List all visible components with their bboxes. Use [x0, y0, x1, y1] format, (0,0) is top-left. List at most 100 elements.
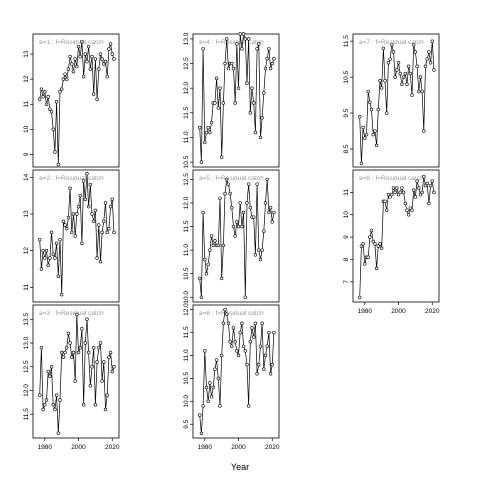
data-point	[105, 74, 109, 79]
data-point	[408, 206, 413, 210]
data-point	[248, 206, 253, 210]
data-point	[235, 220, 239, 224]
data-point	[93, 403, 98, 407]
data-point	[81, 179, 86, 183]
x-tick-label: 2020	[425, 308, 440, 315]
data-point	[218, 196, 222, 200]
y-tick-label: 11.5	[183, 220, 190, 233]
data-point	[97, 67, 101, 71]
y-tick-label: 11.0	[183, 349, 190, 362]
data-point	[255, 372, 259, 376]
data-point	[112, 365, 116, 369]
data-point	[76, 44, 81, 49]
data-point	[403, 201, 407, 206]
data-point	[422, 175, 426, 179]
data-point	[102, 62, 106, 66]
data-point	[68, 341, 72, 345]
data-point	[38, 393, 42, 397]
data-point	[410, 93, 414, 97]
series-line	[39, 314, 115, 434]
y-tick-label: 14	[23, 173, 30, 181]
data-point	[359, 161, 364, 166]
y-tick-label: 13.0	[183, 32, 190, 45]
y-tick-label: 10.5	[343, 70, 350, 83]
data-point	[241, 210, 246, 215]
data-point	[46, 263, 50, 268]
data-point	[39, 267, 44, 271]
data-point	[88, 67, 93, 71]
data-point	[65, 226, 69, 231]
panel-label: a=1 : f=Residual catch	[39, 39, 104, 46]
data-point	[425, 181, 429, 186]
data-point	[263, 66, 268, 71]
data-point	[203, 257, 207, 262]
data-point	[425, 57, 429, 61]
panel-frame	[192, 169, 280, 303]
y-tick-label: 9.5	[343, 108, 350, 117]
data-point	[100, 57, 104, 61]
data-point	[363, 136, 367, 140]
data-point	[209, 234, 214, 238]
data-point	[198, 276, 202, 281]
data-point	[61, 77, 66, 81]
data-point	[240, 321, 244, 326]
data-point	[221, 243, 226, 248]
data-point	[95, 360, 99, 364]
data-point	[236, 224, 241, 229]
data-point	[92, 346, 96, 350]
data-point	[225, 312, 229, 316]
data-point	[243, 295, 247, 299]
data-point	[203, 349, 207, 353]
y-tick-label: 13.0	[23, 336, 30, 349]
data-point	[262, 229, 266, 233]
panel-frame	[192, 304, 280, 439]
data-point	[48, 256, 52, 260]
data-point	[262, 91, 266, 95]
y-tick-label: 12.0	[183, 303, 190, 316]
data-point	[359, 244, 364, 248]
y-tick-label: 10	[23, 125, 30, 133]
data-point	[201, 47, 205, 51]
data-point	[422, 129, 426, 133]
data-point	[61, 219, 66, 224]
x-tick-label: 2000	[391, 308, 406, 315]
data-point	[41, 407, 45, 412]
data-point	[418, 192, 423, 197]
y-tick-label: 11.5	[183, 106, 190, 119]
data-point	[403, 71, 407, 76]
x-axis-label: Year	[231, 462, 249, 472]
data-point	[216, 376, 220, 381]
data-point	[427, 201, 431, 206]
panel-8: a=8 : f=Residual catch 7 8 9 10 11 1980 2000 202…	[343, 169, 440, 315]
data-point	[68, 54, 72, 59]
data-point	[245, 201, 249, 205]
data-point	[405, 208, 409, 212]
x-tick-label: 2020	[265, 444, 280, 451]
data-point	[268, 206, 273, 210]
data-point	[428, 183, 433, 188]
data-point	[75, 212, 79, 216]
data-point	[368, 100, 372, 104]
data-point	[388, 195, 392, 199]
data-point	[246, 404, 251, 408]
data-point	[203, 140, 207, 145]
panel-label: a=8 : f=Residual catch	[359, 175, 424, 182]
x-tick-label: 1980	[38, 444, 53, 451]
data-point	[265, 344, 269, 348]
data-point	[401, 75, 406, 79]
y-tick-label: 12.5	[183, 57, 190, 70]
y-tick-label: 10.5	[183, 155, 190, 168]
data-point	[253, 130, 258, 135]
data-point	[93, 57, 98, 61]
data-point	[206, 262, 210, 266]
data-point	[418, 75, 423, 79]
data-point	[198, 125, 202, 130]
data-point	[44, 398, 49, 402]
data-point	[219, 353, 224, 358]
data-point	[378, 79, 382, 83]
data-point	[63, 223, 67, 227]
data-point	[73, 57, 77, 61]
data-point	[376, 244, 380, 248]
y-tick-label: 11	[343, 189, 350, 196]
x-tick-label: 1980	[358, 308, 373, 315]
